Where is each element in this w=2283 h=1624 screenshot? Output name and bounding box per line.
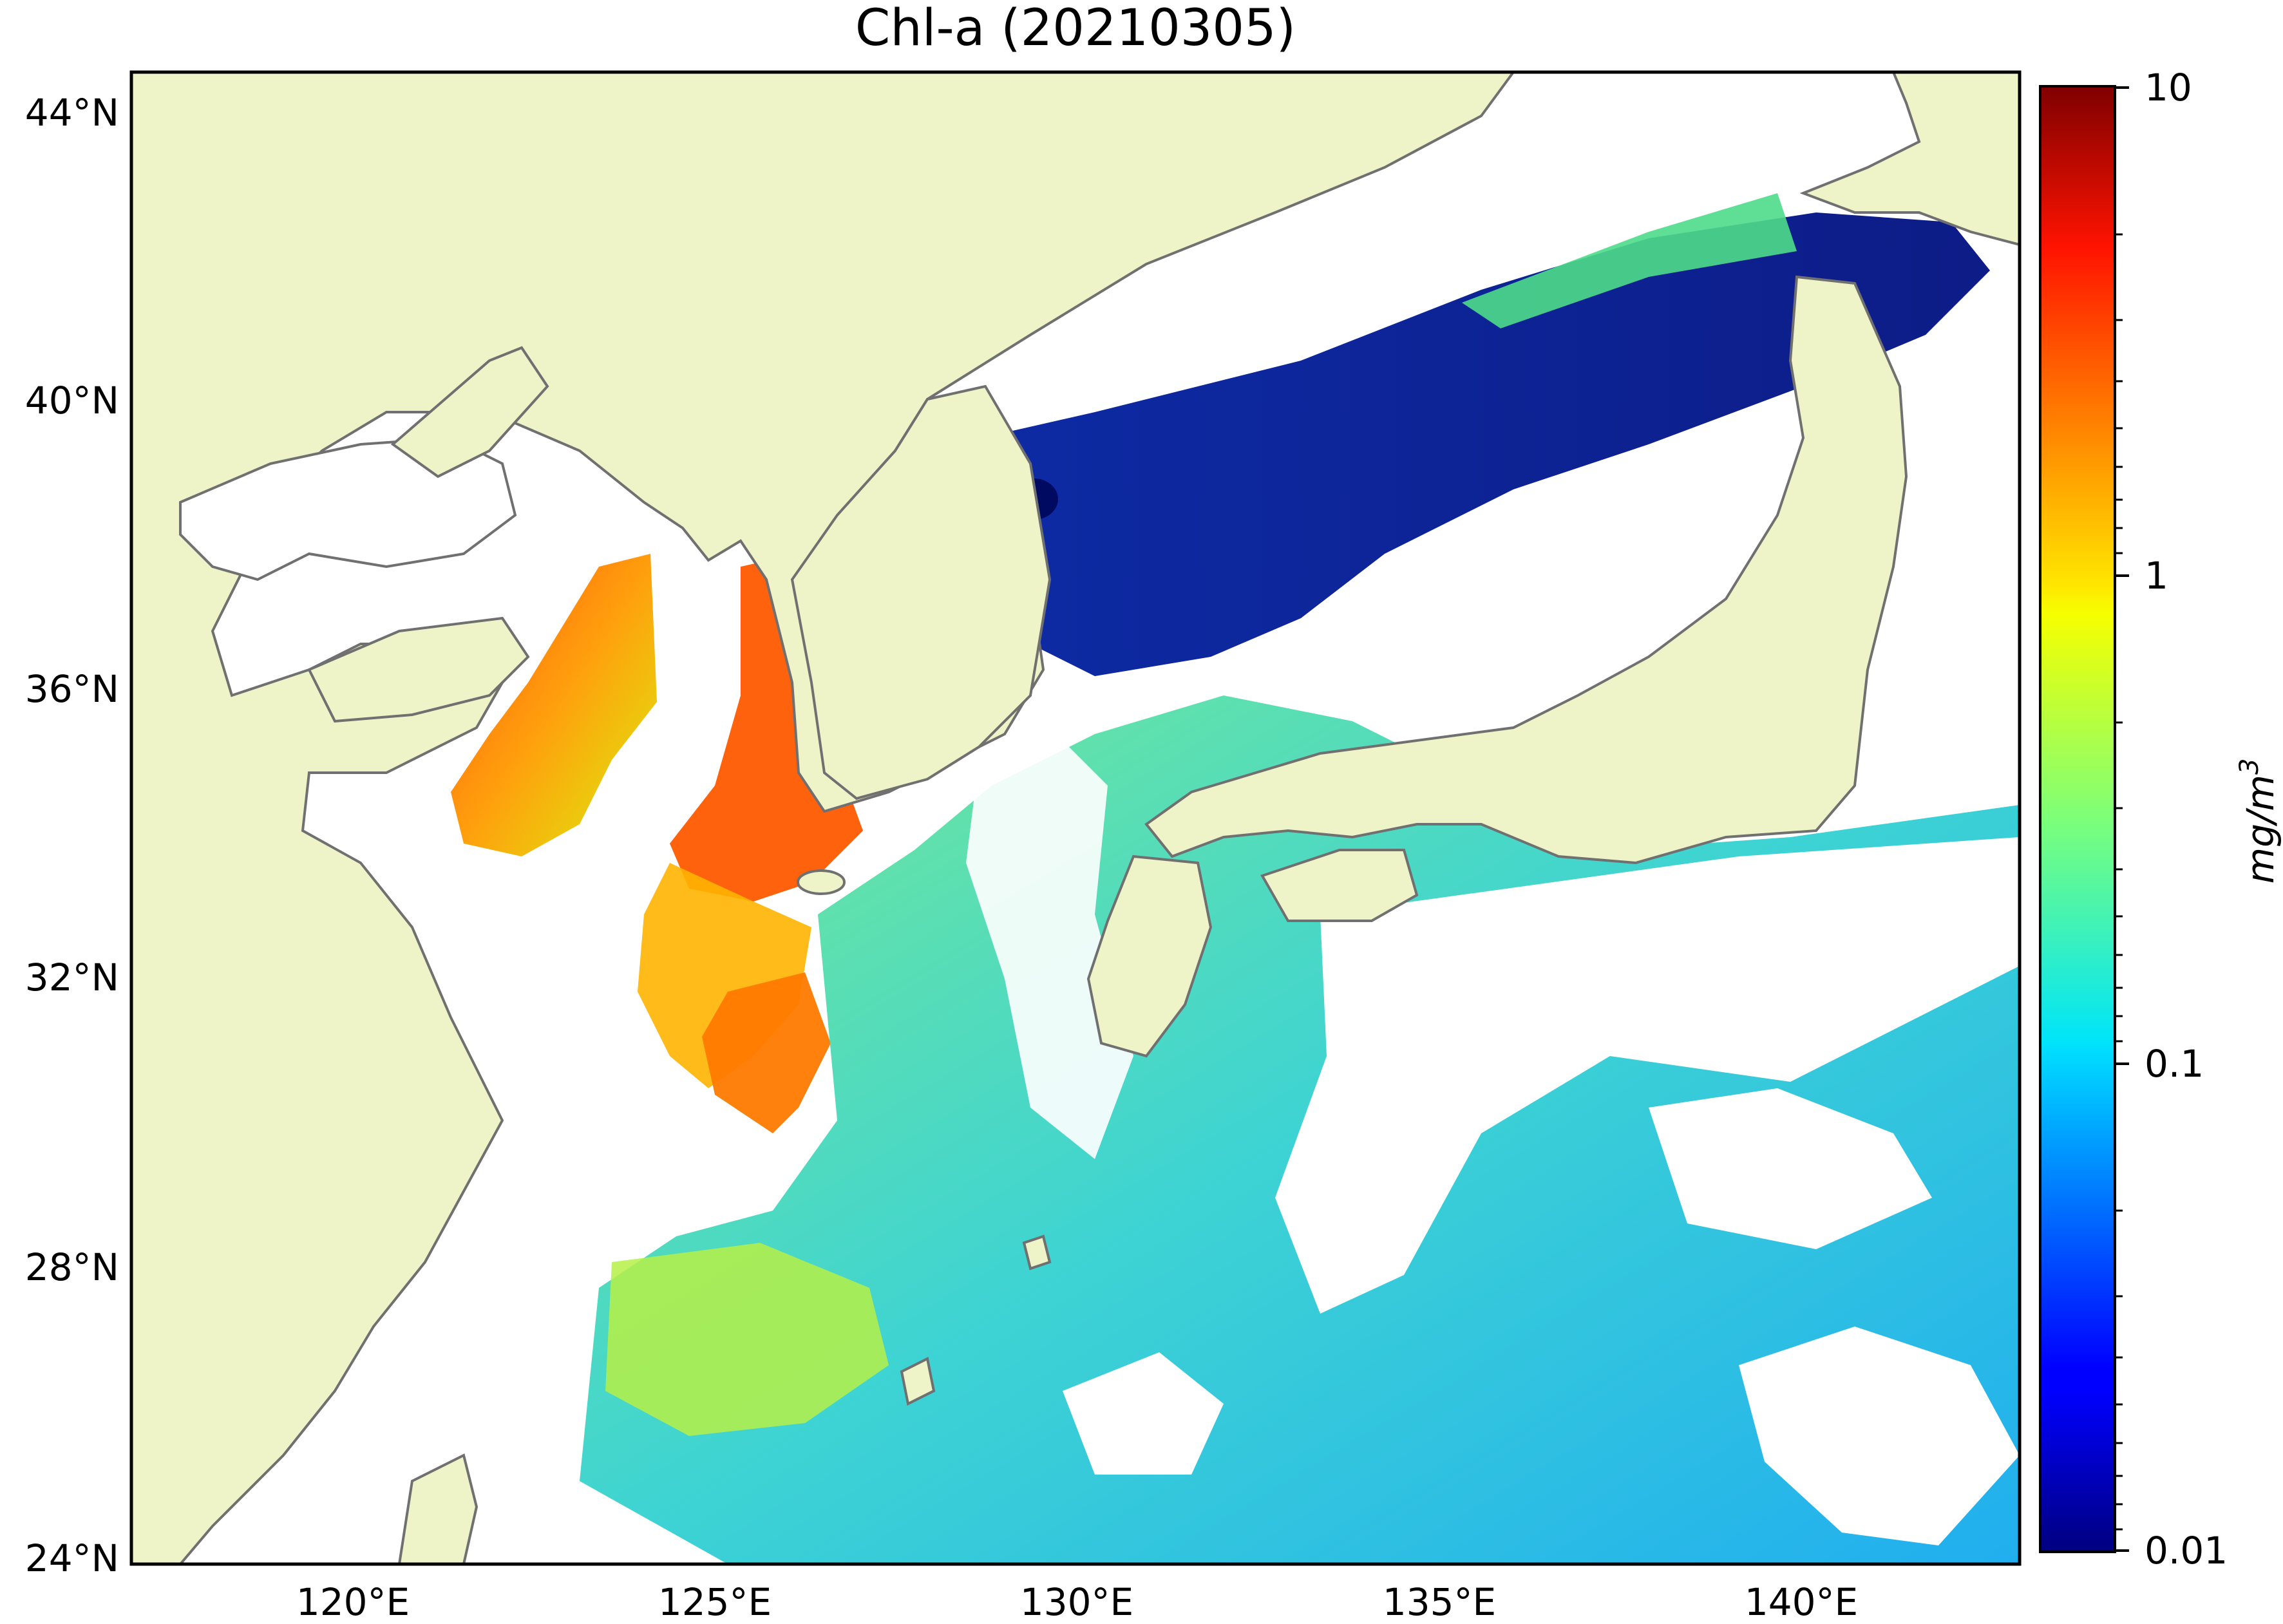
map-area	[131, 72, 2020, 1564]
colorbar-gradient	[2039, 85, 2116, 1553]
colorbar-tick-label: 0.01	[2145, 1529, 2228, 1572]
lat-axis: 44°N 40°N 36°N 32°N 28°N 24°N	[25, 91, 119, 1580]
lon-tick-label: 140°E	[1745, 1580, 1858, 1624]
colorbar-unit-superscript: 3	[2235, 759, 2264, 775]
map-title: Chl-a (20210305)	[855, 0, 1296, 57]
lon-tick-label: 130°E	[1020, 1580, 1133, 1624]
colorbar: 10 1 0.1 0.01 mg/m3	[2039, 66, 2282, 1572]
lon-tick-label: 135°E	[1383, 1580, 1496, 1624]
cloud-gap-4	[1739, 1327, 2020, 1545]
lat-tick-label: 44°N	[25, 91, 119, 135]
lon-axis: 120°E 125°E 130°E 135°E 140°E	[296, 1580, 1858, 1624]
map-frame	[129, 70, 2022, 1566]
lat-tick-label: 32°N	[25, 956, 119, 999]
lat-tick-label: 28°N	[25, 1245, 119, 1289]
south-yellow-green-patch	[605, 1243, 889, 1436]
land-okinawa	[900, 1357, 936, 1406]
lat-tick-label: 36°N	[25, 667, 119, 711]
east-sea-chl-region	[953, 212, 1990, 676]
lat-tick-label: 24°N	[25, 1536, 119, 1580]
land-korea	[790, 384, 1052, 800]
cloud-gap-5	[1063, 1352, 1224, 1475]
colorbar-major-ticks	[2115, 86, 2129, 1552]
land-amami	[1022, 1234, 1052, 1270]
shandong-peninsula	[307, 616, 530, 723]
lat-tick-label: 40°N	[25, 379, 119, 422]
lon-tick-label: 120°E	[296, 1580, 410, 1624]
yellow-sea-chl-region	[451, 554, 657, 856]
land-jeju	[797, 869, 846, 895]
land-taiwan	[397, 1453, 478, 1564]
colorbar-tick-label: 10	[2145, 66, 2192, 109]
colorbar-minor-ticks	[2115, 233, 2123, 1531]
cloud-gap-3	[966, 721, 1133, 1159]
colorbar-unit: mg/m	[2239, 775, 2282, 883]
east-sea-coastal-green	[1462, 193, 1797, 328]
lon-tick-label: 125°E	[658, 1580, 772, 1624]
cloud-gap-1	[1275, 837, 2020, 1314]
land-hokkaido	[1799, 72, 2020, 247]
land-honshu	[1144, 275, 1908, 865]
liaodong-peninsula	[390, 346, 549, 478]
land-kyushu	[1086, 854, 1213, 1058]
colorbar-label: mg/m3	[2235, 759, 2282, 884]
cloud-gap-2	[1649, 1088, 1932, 1249]
colorbar-tick-label: 1	[2145, 554, 2168, 598]
colorbar-tick-label: 0.1	[2145, 1042, 2204, 1086]
land-shikoku	[1260, 849, 1419, 922]
east-china-sea-patch-chl	[702, 972, 831, 1133]
